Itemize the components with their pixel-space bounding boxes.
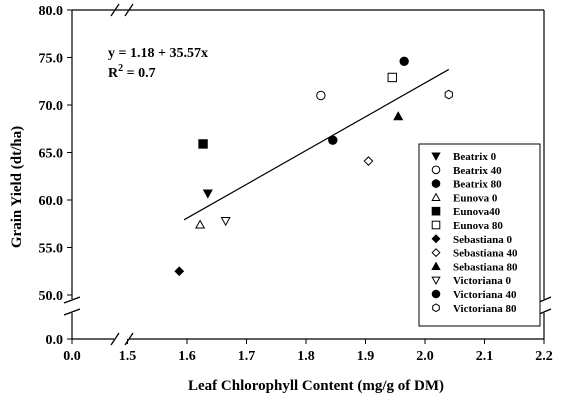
- legend-label: Sebastiana 80: [453, 261, 518, 273]
- data-point-beatrix-40: [316, 90, 326, 101]
- y-tick-label: 55.0: [39, 242, 64, 257]
- data-point-sebastiana-80: [393, 111, 404, 121]
- legend-marker-eunova-80: [431, 220, 441, 230]
- legend-label: Beatrix 40: [453, 165, 502, 177]
- legend-marker-sebastiana-0: [431, 234, 441, 244]
- data-point-beatrix-0: [202, 189, 213, 199]
- legend-label: Eunova40: [453, 206, 501, 218]
- regression-equation: y = 1.18 + 35.57x: [108, 46, 208, 61]
- y-tick-label: 50.0: [39, 289, 64, 304]
- x-tick-label: 2.0: [416, 349, 434, 364]
- legend-marker-beatrix-40: [431, 165, 441, 175]
- data-point-beatrix-80: [328, 135, 338, 145]
- y-axis-break-mark: [63, 308, 81, 316]
- legend-marker-eunova40: [431, 206, 441, 216]
- x-axis-break-mark: [110, 332, 120, 346]
- legend-marker-victoriana-0: [431, 276, 441, 286]
- legend-label: Beatrix 80: [453, 179, 502, 191]
- y-axis-ticks: 0.0 50.0 55.0 60.0 65.0 70.0 75.0 80.0: [39, 4, 72, 348]
- regression-line-group: [183, 68, 450, 221]
- legend-label: Sebastiana 40: [453, 248, 518, 260]
- y-tick-label: 80.0: [39, 4, 64, 19]
- data-point-eunova-80: [387, 72, 397, 83]
- x-axis-ticks: 0.0 1.5 1.6 1.7 1.8 1.9 2.0 2.1 2.2: [63, 339, 553, 364]
- legend-label: Eunova 0: [453, 192, 498, 204]
- legend-marker-sebastiana-80: [431, 261, 441, 270]
- regression-line: [183, 68, 450, 221]
- y-axis-break-mark: [63, 296, 81, 304]
- x-tick-label: 1.6: [178, 349, 196, 364]
- y-axis-title: Grain Yield (dt/ha): [9, 126, 25, 248]
- legend-marker-sebastiana-40: [431, 248, 441, 258]
- legend-label: Beatrix 0: [453, 151, 497, 163]
- legend-marker-beatrix-0: [431, 152, 441, 161]
- x-tick-label: 2.2: [535, 349, 553, 364]
- legend-marker-victoriana-40: [431, 289, 441, 299]
- data-point-eunova40: [198, 139, 208, 149]
- data-points: [174, 56, 453, 277]
- y-tick-label: 0.0: [46, 333, 64, 348]
- data-point-victoriana-0: [220, 217, 231, 227]
- x-axis-title: Leaf Chlorophyll Content (mg/g of DM): [188, 378, 444, 394]
- data-point-sebastiana-40: [363, 156, 374, 166]
- x-tick-label: 1.8: [297, 349, 315, 364]
- legend-label: Victoriana 0: [453, 275, 511, 287]
- legend-label: Victoriana 40: [453, 289, 517, 301]
- data-point-victoriana-40: [399, 56, 409, 66]
- y-tick-label: 70.0: [39, 99, 64, 114]
- x-axis-break-mark: [124, 332, 134, 346]
- data-point-sebastiana-0: [174, 266, 185, 277]
- x-tick-label: 0.0: [63, 349, 81, 364]
- data-point-eunova-0: [195, 219, 206, 229]
- legend-marker-victoriana-80: [432, 303, 440, 313]
- top-axis-break-mark: [124, 3, 134, 17]
- x-tick-label: 1.9: [357, 349, 375, 364]
- x-tick-label: 1.5: [119, 349, 137, 364]
- legend-label: Victoriana 80: [453, 303, 517, 315]
- y-tick-label: 65.0: [39, 147, 64, 162]
- legend-label: Sebastiana 0: [453, 234, 512, 246]
- top-axis-break-mark: [110, 3, 120, 17]
- y-tick-label: 60.0: [39, 194, 64, 209]
- legend-label: Eunova 80: [453, 220, 503, 232]
- r-squared: R2 = 0.7: [108, 63, 156, 81]
- legend-marker-eunova-0: [431, 192, 441, 201]
- data-point-victoriana-80: [444, 89, 453, 100]
- x-tick-label: 2.1: [476, 349, 494, 364]
- x-tick-label: 1.7: [238, 349, 256, 364]
- y-tick-label: 75.0: [39, 52, 64, 67]
- legend-marker-beatrix-80: [431, 179, 441, 188]
